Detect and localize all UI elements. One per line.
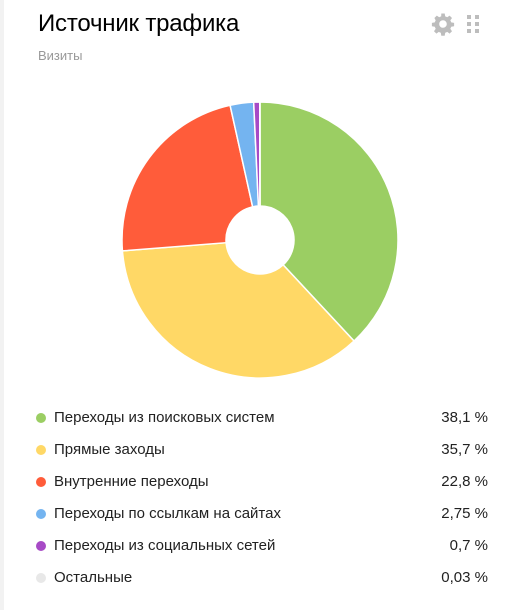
pie-slice-1[interactable] (259, 101, 399, 343)
legend-value: 0,7 % (449, 537, 488, 554)
legend-item[interactable]: Остальные 0,03 % (32, 562, 492, 594)
legend-value: 35,7 % (441, 441, 488, 458)
legend-item[interactable]: Прямые заходы 35,7 % (32, 434, 492, 466)
legend-item[interactable]: Внутренние переходы 22,8 % (32, 466, 492, 498)
legend-value: 2,75 % (441, 505, 488, 522)
pie-slice-3[interactable] (121, 104, 254, 252)
pie-chart (121, 101, 399, 379)
legend-value: 38,1 % (441, 409, 488, 426)
pie-slice-2[interactable] (121, 241, 356, 379)
legend-color-dot (36, 541, 46, 551)
traffic-source-widget: Источник трафика Визиты Переходы из поис… (4, 0, 509, 610)
legend-item[interactable]: Переходы по ссылкам на сайтах 2,75 % (32, 498, 492, 530)
legend-color-dot (36, 509, 46, 519)
legend-item[interactable]: Переходы из поисковых систем 38,1 % (32, 402, 492, 434)
legend-label: Остальные (54, 569, 133, 586)
legend-label: Переходы по ссылкам на сайтах (54, 505, 281, 522)
legend-color-dot (36, 445, 46, 455)
chart-legend: Переходы из поисковых систем 38,1 % Прямые… (32, 402, 492, 594)
legend-value: 22,8 % (441, 473, 488, 490)
legend-label: Прямые заходы (54, 441, 165, 458)
widget-left-border (0, 0, 4, 610)
widget-subtitle: Визиты (38, 48, 83, 63)
legend-label: Переходы из социальных сетей (54, 537, 276, 554)
legend-label: Внутренние переходы (54, 473, 209, 490)
gear-icon[interactable] (431, 12, 455, 36)
legend-color-dot (36, 477, 46, 487)
widget-title: Источник трафика (38, 10, 240, 37)
drag-handle-icon[interactable] (466, 14, 480, 34)
legend-item[interactable]: Переходы из социальных сетей 0,7 % (32, 530, 492, 562)
legend-value: 0,03 % (441, 569, 488, 586)
legend-label: Переходы из поисковых систем (54, 409, 275, 426)
legend-color-dot (36, 413, 46, 423)
legend-color-dot (36, 573, 46, 583)
